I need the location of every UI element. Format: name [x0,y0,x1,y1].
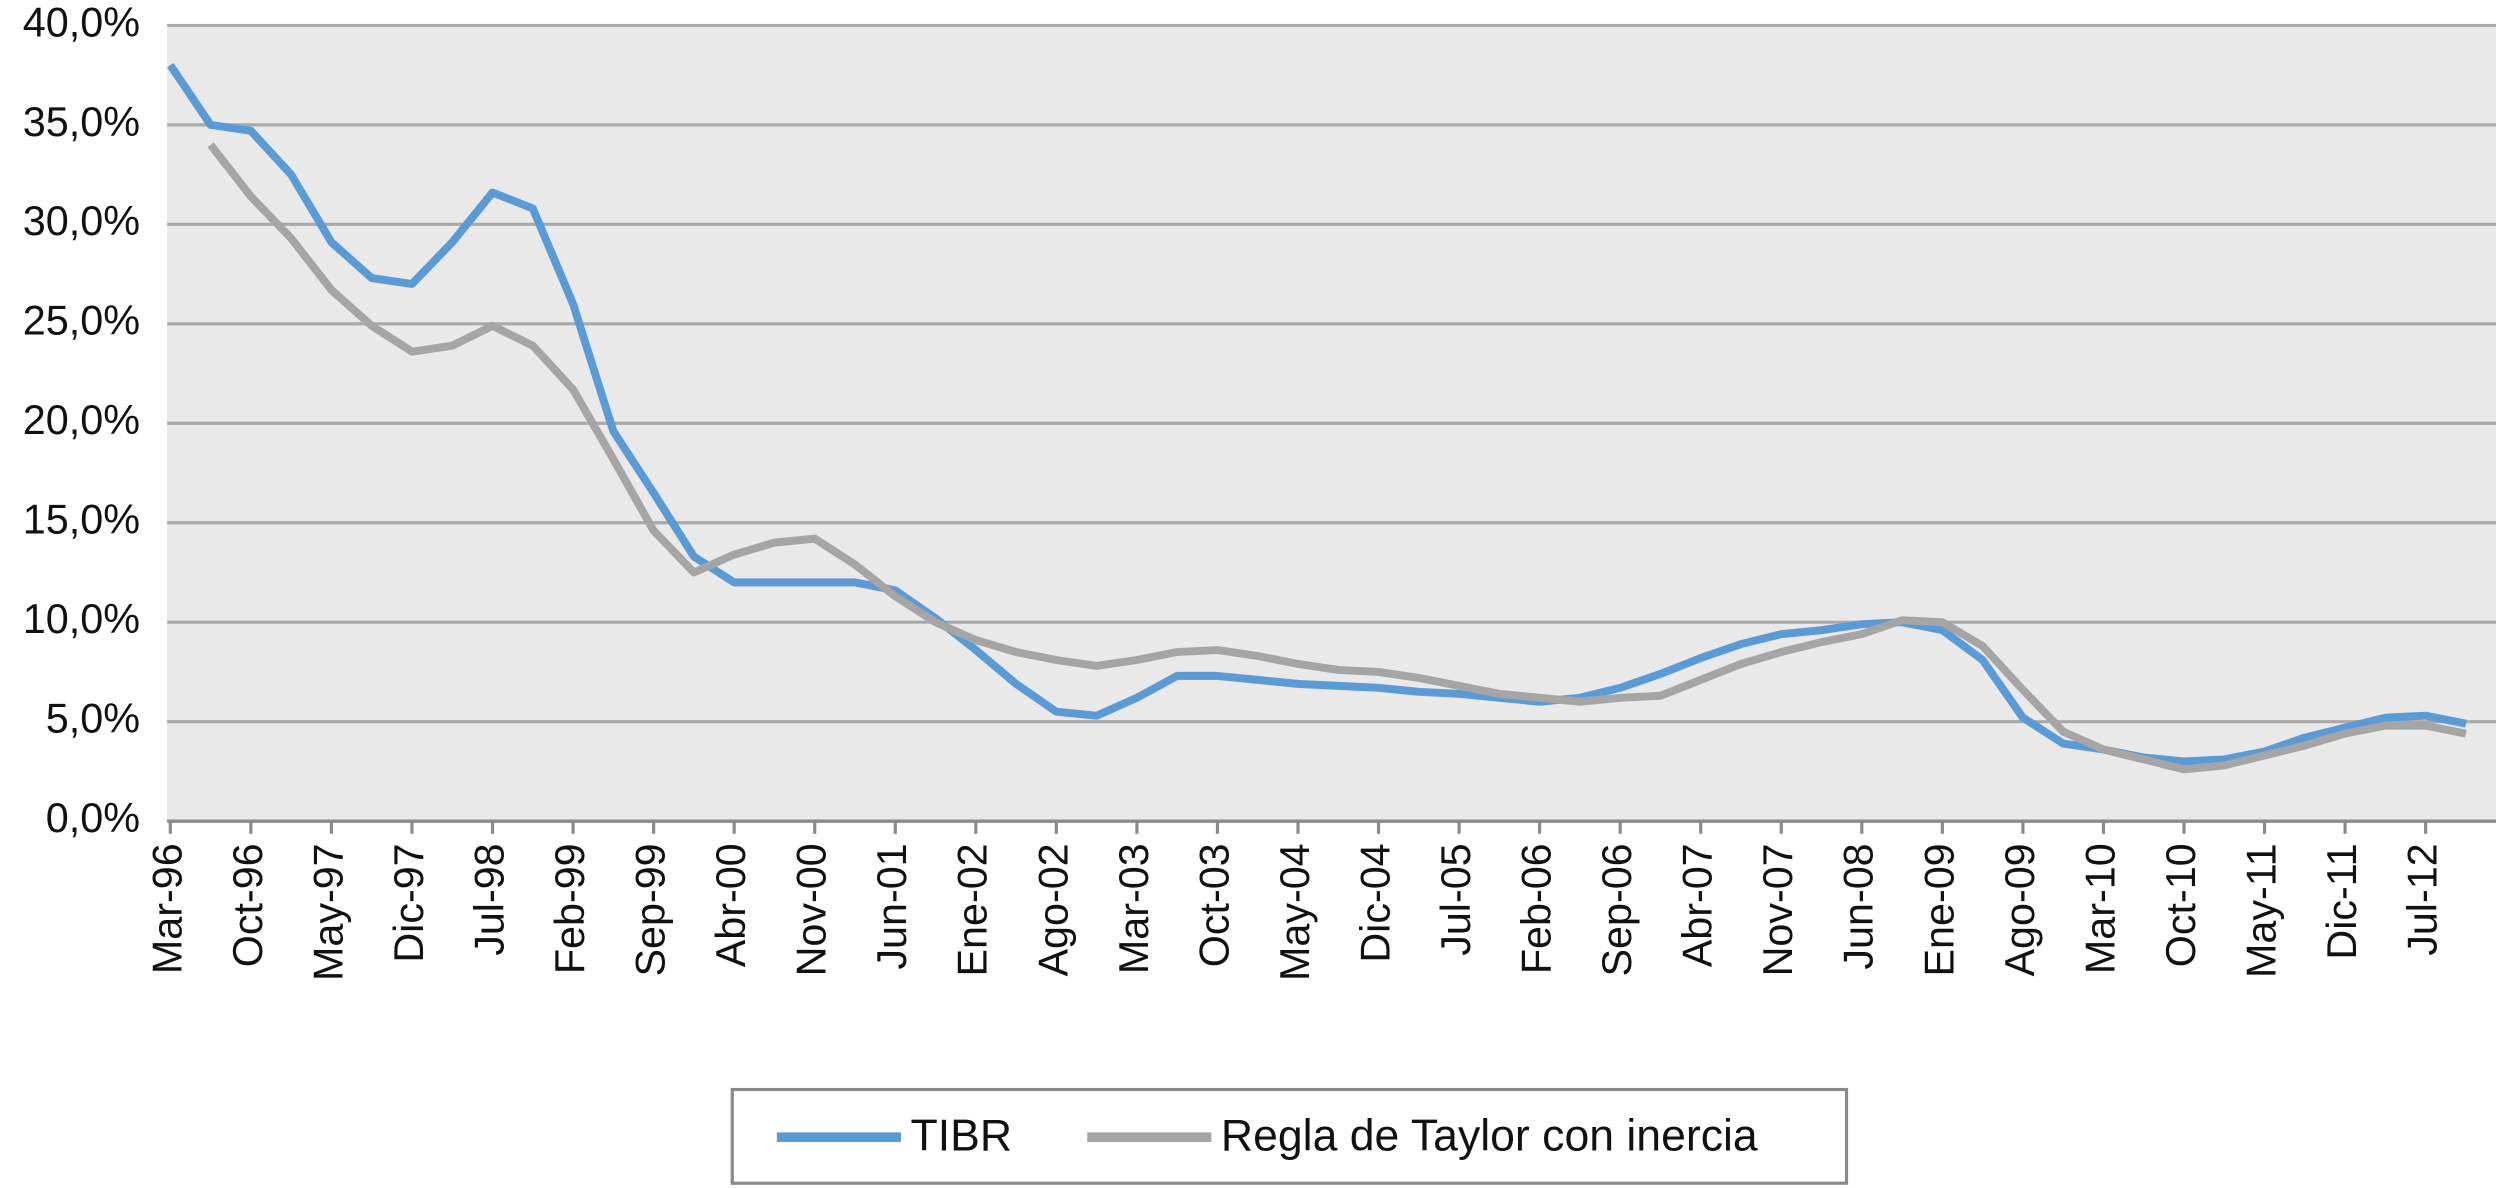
x-tick-label: May-11 [2238,843,2284,978]
x-tick-label: Dic-11 [2319,843,2365,959]
x-tick-label: Mar-03 [1111,843,1157,974]
legend: TIBR Regla de Taylor con inercia [730,1087,1849,1185]
x-tick-label: Ago-09 [1997,843,2043,976]
x-tick-label: Nov-07 [1755,843,1801,976]
x-tick-label: Jul-05 [1433,843,1479,955]
y-tick-label: 0,0% [46,795,140,841]
legend-label: Regla de Taylor con inercia [1221,1112,1758,1161]
y-tick-label: 15,0% [23,497,140,543]
x-tick-label: Mar-96 [144,843,190,974]
x-tick-label: Nov-00 [789,843,835,976]
x-tick-label: Sep-99 [628,843,674,976]
series-line [167,62,2467,766]
x-tick-label: Abr-00 [708,843,754,967]
legend-label: TIBR [911,1112,1013,1161]
x-tick-label: Feb-99 [547,843,593,974]
y-tick-label: 10,0% [23,596,140,642]
x-tick-label: Oct-03 [1191,843,1237,967]
x-tick-label: Dic-97 [386,843,432,962]
y-tick-label: 35,0% [23,99,140,145]
x-tick-label: Jul-12 [2400,843,2446,955]
y-tick-label: 5,0% [46,696,140,742]
x-tick-label: Oct-10 [2158,843,2204,967]
x-tick-label: Jun-08 [1836,843,1882,969]
x-tick-label: Ene-02 [950,843,996,976]
x-tick-label: Ene-09 [1916,843,1962,976]
x-tick-label: May-04 [1272,843,1318,981]
x-tick-label: Jul-98 [466,843,512,955]
x-tick-label: Feb-06 [1514,843,1560,974]
x-tick-label: Oct-96 [225,843,271,967]
legend-box [730,1087,1849,1185]
y-tick-label: 25,0% [23,298,140,344]
x-tick-label: Jun-01 [869,843,915,969]
x-tick-label: Dic-04 [1352,843,1398,962]
x-tick-label: Ago-02 [1030,843,1076,976]
x-tick-label: Sep-06 [1594,843,1640,976]
x-tick-label: May-97 [305,843,351,981]
y-tick-label: 40,0% [23,0,140,45]
series-line [207,142,2467,774]
x-tick-label: Abr-07 [1675,843,1721,967]
x-tick-label: Mar-10 [2077,843,2123,974]
y-tick-label: 30,0% [23,198,140,244]
y-tick-label: 20,0% [23,397,140,443]
